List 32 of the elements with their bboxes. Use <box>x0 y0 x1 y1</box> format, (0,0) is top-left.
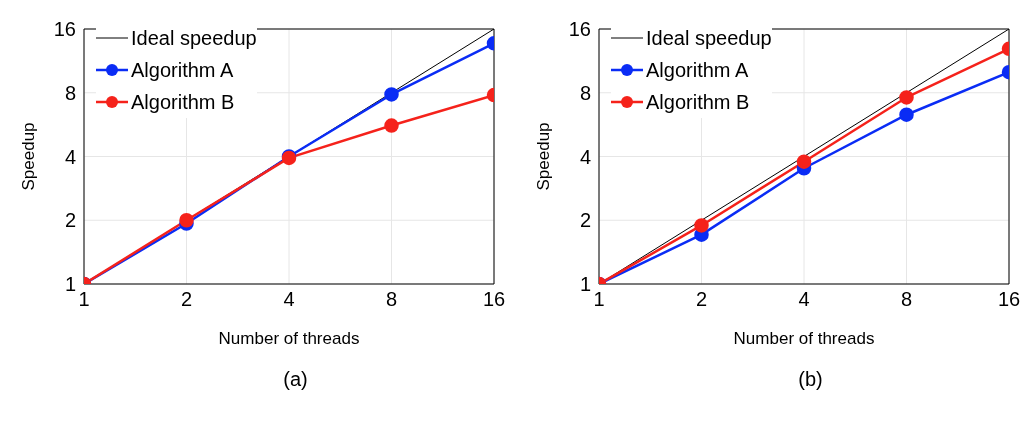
x-axis-title: Number of threads <box>733 329 875 348</box>
legend-label: Ideal speedup <box>131 26 257 51</box>
legend-label: Algorithm A <box>131 58 234 83</box>
x-tick-label: 16 <box>997 288 1021 311</box>
y-axis-title: Speedup <box>19 122 39 191</box>
legend-label: Algorithm B <box>646 90 750 115</box>
y-tick-label: 8 <box>64 81 76 104</box>
legend-label: Algorithm B <box>131 90 235 115</box>
y-axis-title: Speedup <box>534 122 554 191</box>
y-tick-label: 16 <box>53 18 76 41</box>
y-tick-label: 4 <box>64 145 76 168</box>
x-tick-label: 1 <box>593 288 605 311</box>
y-tick-label: 4 <box>579 145 591 168</box>
legend-label: Ideal speedup <box>646 26 772 51</box>
text: (b) <box>797 368 824 391</box>
y-tick-label: 16 <box>568 18 591 41</box>
y-tick-label: 2 <box>64 209 76 232</box>
x-tick-label: 8 <box>900 288 913 311</box>
legend-label: Algorithm A <box>646 58 749 83</box>
text: (a) <box>282 368 309 391</box>
y-tick-label: 1 <box>64 273 76 296</box>
y-tick-label: 2 <box>579 209 591 232</box>
y-tick-label: 1 <box>579 273 591 296</box>
x-axis-title: Number of threads <box>218 329 360 348</box>
x-tick-label: 4 <box>798 288 810 311</box>
y-tick-label: 8 <box>579 81 591 104</box>
x-tick-label: 2 <box>695 288 708 311</box>
x-tick-label: 16 <box>482 288 506 311</box>
x-tick-label: 4 <box>283 288 295 311</box>
x-tick-label: 2 <box>180 288 193 311</box>
x-tick-label: 1 <box>78 288 90 311</box>
x-tick-label: 8 <box>385 288 398 311</box>
